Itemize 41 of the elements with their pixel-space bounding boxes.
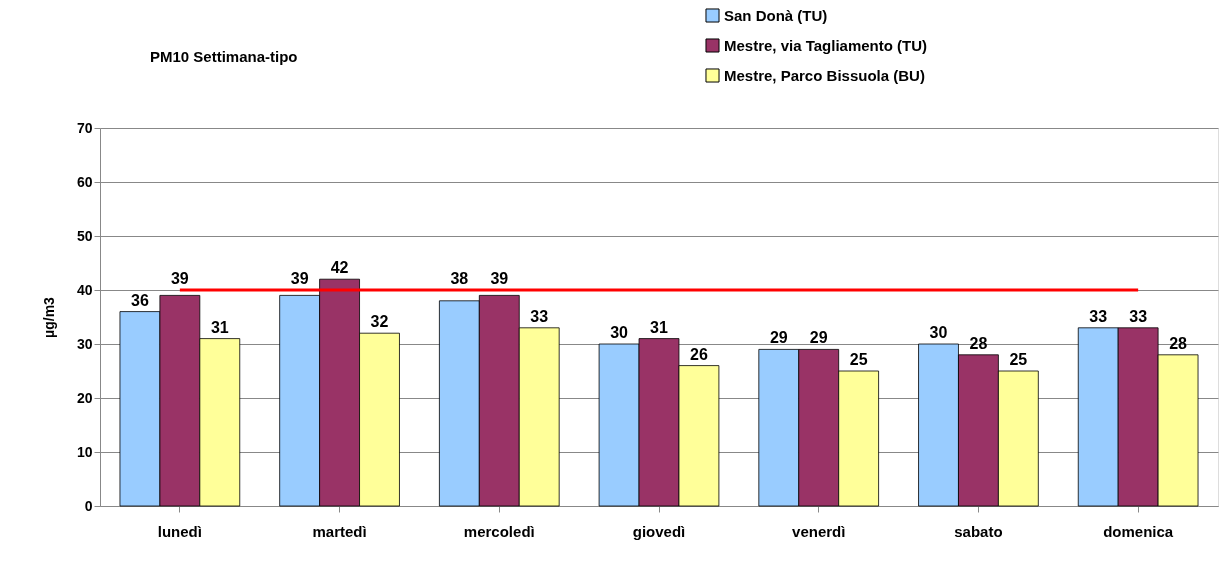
chart-title: PM10 Settimana-tipo bbox=[150, 48, 298, 65]
y-tick-label: 70 bbox=[76, 119, 93, 136]
x-tick-label: sabato bbox=[954, 522, 1003, 540]
legend-label: San Donà (TU) bbox=[724, 6, 828, 24]
data-label: 28 bbox=[969, 334, 988, 352]
x-tick-label: lunedì bbox=[157, 522, 202, 540]
data-label: 26 bbox=[690, 345, 708, 363]
data-label: 33 bbox=[1089, 307, 1108, 325]
data-label: 36 bbox=[131, 291, 149, 309]
data-label: 25 bbox=[1009, 351, 1028, 368]
data-label: 29 bbox=[809, 329, 828, 347]
y-tick-label: 10 bbox=[76, 443, 93, 460]
legend-label: Mestre, via Tagliamento (TU) bbox=[724, 36, 928, 54]
x-tick-label: domenica bbox=[1103, 522, 1174, 540]
data-label: 29 bbox=[769, 329, 788, 347]
data-label: 33 bbox=[1129, 307, 1148, 325]
data-label: 39 bbox=[490, 270, 509, 287]
data-label: 30 bbox=[929, 324, 948, 341]
data-label: 32 bbox=[370, 313, 389, 331]
data-label: 42 bbox=[330, 259, 349, 277]
y-tick-label: 50 bbox=[76, 227, 93, 244]
x-tick-label: mercoledì bbox=[463, 522, 535, 540]
data-label: 38 bbox=[450, 270, 469, 287]
x-tick-label: venerdì bbox=[792, 522, 846, 540]
data-label: 25 bbox=[849, 351, 868, 368]
x-tick-label: martedì bbox=[312, 522, 367, 540]
data-label: 39 bbox=[170, 270, 189, 287]
data-label: 30 bbox=[610, 324, 629, 341]
data-label: 28 bbox=[1169, 334, 1188, 352]
data-label: 31 bbox=[650, 318, 668, 336]
y-tick-label: 30 bbox=[76, 335, 93, 352]
y-tick-label: 40 bbox=[76, 281, 93, 298]
y-tick-label: 0 bbox=[84, 497, 93, 514]
y-tick-label: 60 bbox=[76, 173, 93, 190]
data-label: 31 bbox=[210, 318, 229, 336]
y-axis-title: µg/m3 bbox=[40, 296, 57, 338]
y-tick-label: 20 bbox=[76, 389, 93, 406]
data-label: 33 bbox=[530, 307, 549, 325]
legend-label: Mestre, Parco Bissuola (BU) bbox=[724, 66, 925, 84]
x-tick-label: giovedì bbox=[632, 522, 686, 540]
data-label: 39 bbox=[290, 270, 309, 287]
